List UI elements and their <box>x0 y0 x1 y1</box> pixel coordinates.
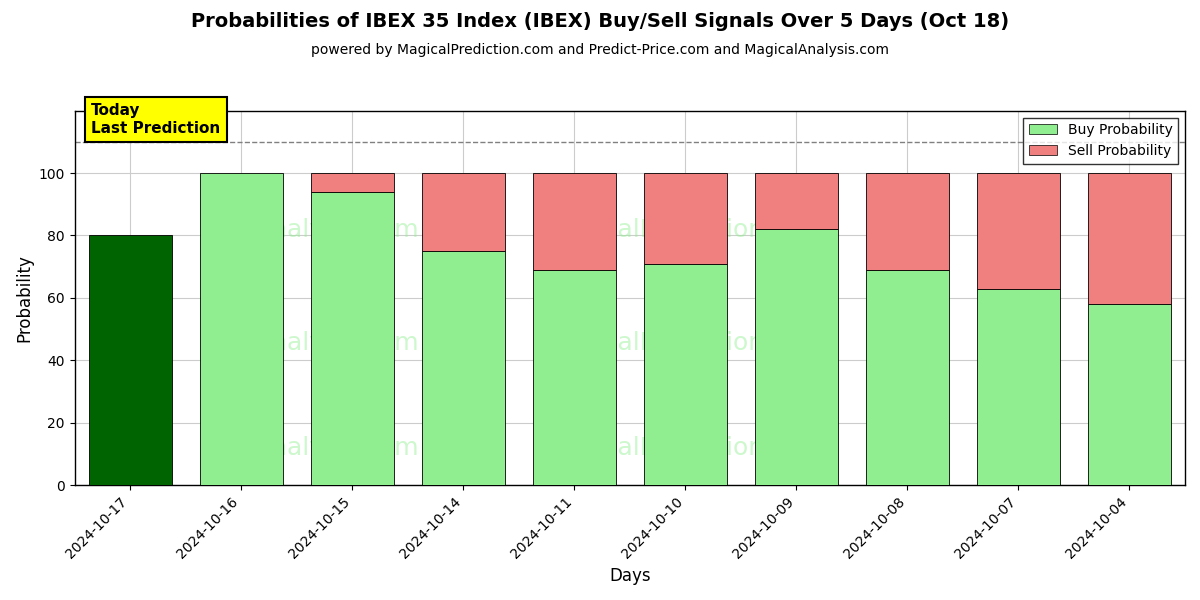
Text: calAnalysis.com: calAnalysis.com <box>218 436 419 460</box>
Bar <box>755 173 838 229</box>
Bar <box>533 173 616 270</box>
Bar <box>199 173 283 485</box>
Bar <box>421 173 505 251</box>
Bar <box>977 173 1060 289</box>
Text: MagicalPrediction.com: MagicalPrediction.com <box>545 218 826 242</box>
Bar <box>421 251 505 485</box>
Text: Today
Last Prediction: Today Last Prediction <box>91 103 221 136</box>
Text: MagicalPrediction.com: MagicalPrediction.com <box>545 436 826 460</box>
Text: MagicalPrediction.com: MagicalPrediction.com <box>545 331 826 355</box>
Text: powered by MagicalPrediction.com and Predict-Price.com and MagicalAnalysis.com: powered by MagicalPrediction.com and Pre… <box>311 43 889 57</box>
Bar <box>311 173 394 192</box>
Text: n: n <box>932 331 949 355</box>
Bar <box>755 229 838 485</box>
Bar <box>865 270 949 485</box>
Text: n: n <box>932 218 949 242</box>
Bar <box>311 192 394 485</box>
Bar <box>865 173 949 270</box>
Text: calAnalysis.com: calAnalysis.com <box>218 331 419 355</box>
Bar <box>89 235 172 485</box>
Bar <box>977 289 1060 485</box>
Legend: Buy Probability, Sell Probability: Buy Probability, Sell Probability <box>1024 118 1178 164</box>
Bar <box>1088 173 1171 304</box>
Y-axis label: Probability: Probability <box>16 254 34 342</box>
Bar <box>643 173 727 263</box>
Bar <box>643 263 727 485</box>
Bar <box>533 270 616 485</box>
Bar <box>1088 304 1171 485</box>
Text: Probabilities of IBEX 35 Index (IBEX) Buy/Sell Signals Over 5 Days (Oct 18): Probabilities of IBEX 35 Index (IBEX) Bu… <box>191 12 1009 31</box>
Text: calAnalysis.com: calAnalysis.com <box>218 218 419 242</box>
X-axis label: Days: Days <box>610 567 650 585</box>
